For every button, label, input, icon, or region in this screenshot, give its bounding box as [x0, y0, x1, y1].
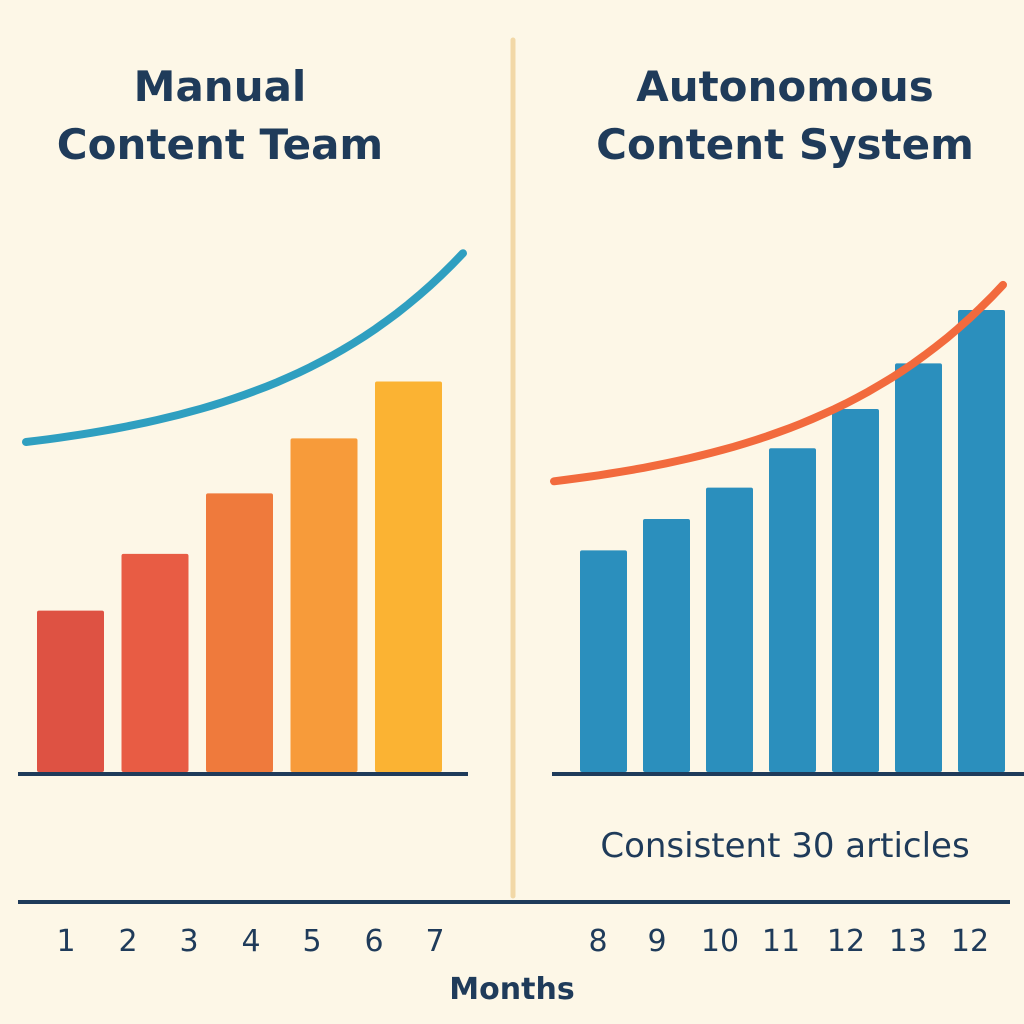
bar-panel2-5 — [832, 409, 879, 772]
trend-line-panel2 — [550, 280, 1007, 486]
chart-marks — [22, 249, 1007, 772]
month-tick-label: 12 — [950, 924, 990, 959]
bar-panel2-4 — [769, 448, 816, 772]
month-tick-label: 12 — [826, 924, 866, 959]
bar-panel1-2 — [121, 553, 189, 772]
bar-panel1-1 — [37, 610, 104, 772]
bar-panel2-1 — [580, 550, 627, 772]
right-title-line-1: Autonomous — [636, 62, 934, 111]
left-chart-title: Manual Content Team — [10, 58, 430, 174]
consistent-articles-annotation: Consistent 30 articles — [600, 826, 970, 866]
bar-panel1-4 — [290, 438, 358, 772]
month-tick-label: 2 — [118, 924, 138, 959]
bar-panel2-3 — [706, 487, 753, 772]
right-chart-title: Autonomous Content System — [560, 58, 1010, 174]
left-title-line-1: Manual — [133, 62, 307, 111]
month-tick-label: 1 — [56, 924, 76, 959]
month-tick-label: 10 — [700, 924, 740, 959]
x-axis-label: Months — [449, 972, 575, 1007]
month-tick-label: 7 — [425, 924, 445, 959]
trend-line-panel1 — [22, 249, 467, 446]
month-tick-label: 9 — [647, 924, 667, 959]
bar-panel1-3 — [206, 493, 273, 772]
bar-panel2-2 — [643, 519, 690, 772]
month-tick-label: 5 — [302, 924, 322, 959]
month-tick-label: 3 — [179, 924, 199, 959]
month-tick-label: 6 — [364, 924, 384, 959]
month-tick-label: 8 — [588, 924, 608, 959]
bar-panel2-6 — [895, 363, 942, 772]
bar-panel2-7 — [958, 310, 1005, 772]
month-tick-label: 13 — [888, 924, 928, 959]
month-tick-label: 4 — [241, 924, 261, 959]
left-title-line-2: Content Team — [56, 120, 384, 169]
month-tick-label: 11 — [761, 924, 801, 959]
bar-panel1-5 — [375, 381, 442, 772]
right-title-line-2: Content System — [596, 120, 974, 169]
